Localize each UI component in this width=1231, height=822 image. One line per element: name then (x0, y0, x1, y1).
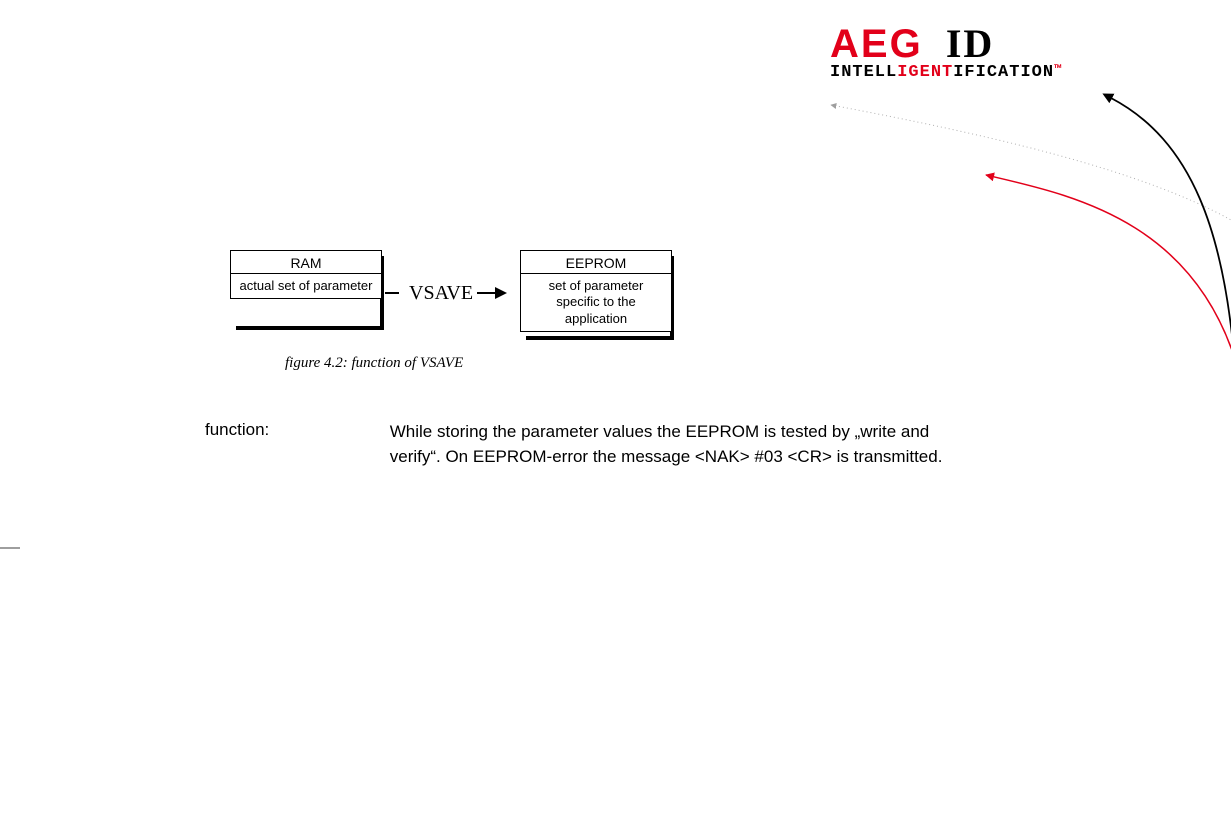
function-text: While storing the parameter values the E… (390, 420, 950, 469)
tag-tm: ™ (1054, 63, 1062, 77)
arrow-line (477, 292, 495, 294)
shadow (236, 326, 384, 330)
arrow-head-icon (495, 287, 507, 299)
vsave-diagram: RAM actual set of parameter EEPROM set o… (230, 250, 730, 360)
arrow-label: VSAVE (409, 282, 473, 305)
ram-body: actual set of parameter (231, 274, 381, 298)
tag-part2: IGENT (897, 63, 953, 82)
function-label: function: (205, 420, 385, 440)
arrow-line (385, 292, 399, 294)
ram-box: RAM actual set of parameter (230, 250, 382, 299)
logo-tagline: INTELLIGENTIFICATION™ (830, 63, 1180, 82)
eeprom-body: set of parameter specific to the applica… (521, 274, 671, 331)
brand-logo: AEG ID INTELLIGENTIFICATION™ (830, 20, 1180, 82)
function-block: function: While storing the parameter va… (205, 420, 975, 469)
dotted-curve (831, 105, 1231, 220)
eeprom-box: EEPROM set of parameter specific to the … (520, 250, 672, 332)
logo-line1: AEG ID (830, 20, 1180, 67)
eeprom-title: EEPROM (521, 251, 671, 274)
vsave-arrow: VSAVE (385, 278, 520, 308)
decorative-curves (811, 80, 1231, 380)
logo-aeg: AEG (830, 22, 923, 66)
margin-tick (0, 547, 20, 549)
shadow (526, 336, 674, 340)
ram-title: RAM (231, 251, 381, 274)
logo-id: ID (946, 21, 994, 66)
tag-part1: INTELL (830, 63, 897, 82)
tag-part3: IFICATION (953, 63, 1054, 82)
red-curve (986, 175, 1231, 380)
figure-caption: figure 4.2: function of VSAVE (285, 355, 463, 372)
black-curve (1111, 98, 1231, 380)
